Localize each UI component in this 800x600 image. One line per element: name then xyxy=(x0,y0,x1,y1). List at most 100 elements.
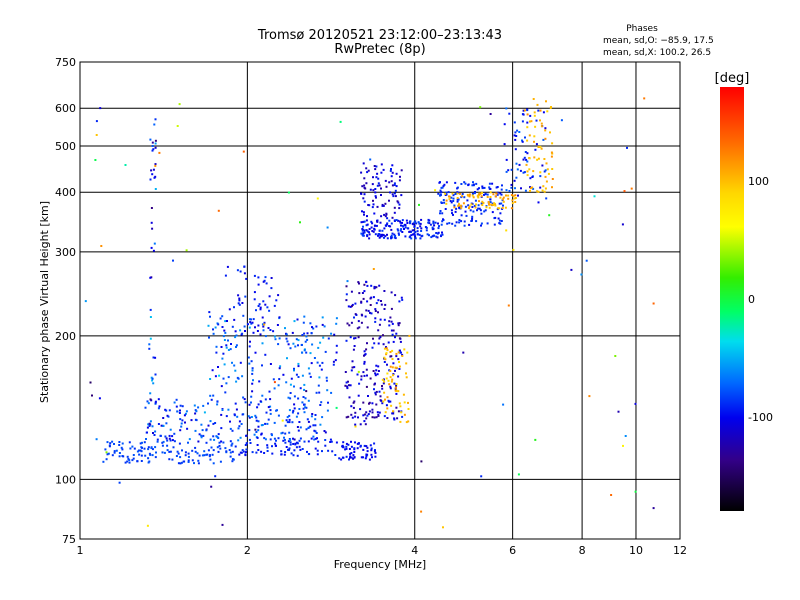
data-point xyxy=(146,400,149,403)
data-point xyxy=(377,234,379,237)
data-point xyxy=(473,192,476,195)
data-point xyxy=(259,306,262,309)
data-point xyxy=(218,441,221,444)
data-point xyxy=(480,222,483,225)
data-point xyxy=(392,340,395,343)
data-point xyxy=(375,224,378,227)
data-point xyxy=(145,438,147,440)
data-point xyxy=(395,172,398,175)
data-point xyxy=(523,171,526,174)
colorbar xyxy=(720,87,744,511)
data-point xyxy=(470,203,473,206)
data-point xyxy=(524,136,526,139)
data-point xyxy=(401,353,404,356)
data-point xyxy=(350,305,353,308)
data-point xyxy=(151,377,154,380)
data-point xyxy=(354,411,357,414)
data-point xyxy=(154,164,157,167)
data-point xyxy=(499,212,502,215)
data-point xyxy=(194,409,197,412)
data-point xyxy=(499,196,502,199)
data-point xyxy=(193,462,195,465)
data-point xyxy=(474,199,477,202)
data-point xyxy=(234,336,237,339)
data-point xyxy=(452,197,455,200)
data-point xyxy=(363,290,366,293)
data-point xyxy=(480,475,483,478)
data-point xyxy=(400,169,403,172)
data-point xyxy=(227,408,230,411)
data-point xyxy=(179,418,182,421)
data-point xyxy=(254,326,256,329)
data-point xyxy=(536,158,539,161)
data-point xyxy=(154,118,157,121)
data-point xyxy=(539,145,542,148)
data-point xyxy=(265,411,268,414)
data-point xyxy=(366,223,369,226)
data-point xyxy=(493,223,496,226)
data-point xyxy=(391,333,394,336)
data-point xyxy=(369,311,371,314)
data-point xyxy=(176,125,179,127)
data-point xyxy=(350,456,353,459)
data-point xyxy=(432,220,435,223)
data-point xyxy=(507,169,510,172)
data-point xyxy=(354,337,357,340)
data-point xyxy=(382,382,385,385)
data-point xyxy=(397,232,400,235)
data-point xyxy=(325,379,328,382)
data-point xyxy=(113,443,115,445)
data-point xyxy=(634,490,637,493)
data-point xyxy=(307,440,310,443)
data-point xyxy=(393,233,396,236)
data-point xyxy=(335,322,338,325)
data-point xyxy=(529,177,532,180)
data-point xyxy=(264,422,267,425)
data-point xyxy=(401,219,404,222)
data-point xyxy=(297,412,300,415)
data-point xyxy=(491,202,494,205)
data-point xyxy=(362,162,365,165)
data-point xyxy=(398,203,401,206)
data-point xyxy=(221,523,224,526)
data-point xyxy=(439,189,442,192)
data-point xyxy=(512,195,515,198)
data-point xyxy=(248,438,251,441)
data-point xyxy=(376,373,379,376)
data-point xyxy=(373,342,376,345)
data-point xyxy=(386,222,389,225)
data-point xyxy=(501,207,504,209)
data-point xyxy=(416,227,419,230)
data-point xyxy=(357,370,360,373)
data-point xyxy=(301,334,304,336)
data-point xyxy=(165,422,168,425)
data-point xyxy=(550,106,552,108)
data-point xyxy=(154,146,157,149)
data-point xyxy=(526,139,529,142)
data-point xyxy=(321,323,324,326)
data-point xyxy=(652,302,655,305)
data-point xyxy=(346,322,349,325)
data-point xyxy=(221,315,224,318)
data-point xyxy=(381,387,384,390)
data-point xyxy=(212,462,215,465)
data-point xyxy=(391,171,394,174)
data-point xyxy=(368,402,370,405)
data-point xyxy=(316,361,319,364)
data-point xyxy=(267,418,270,421)
data-point xyxy=(373,212,376,215)
data-point xyxy=(293,449,296,452)
data-point xyxy=(459,192,462,195)
data-point xyxy=(349,456,351,459)
data-point xyxy=(448,222,451,225)
data-point xyxy=(515,135,518,137)
data-point xyxy=(314,418,317,421)
data-point xyxy=(152,356,155,359)
data-point xyxy=(372,296,375,299)
data-point xyxy=(274,442,277,445)
data-point xyxy=(374,391,377,394)
data-point xyxy=(621,223,624,226)
data-point xyxy=(263,323,266,326)
data-point xyxy=(522,109,525,112)
data-point xyxy=(405,421,408,424)
